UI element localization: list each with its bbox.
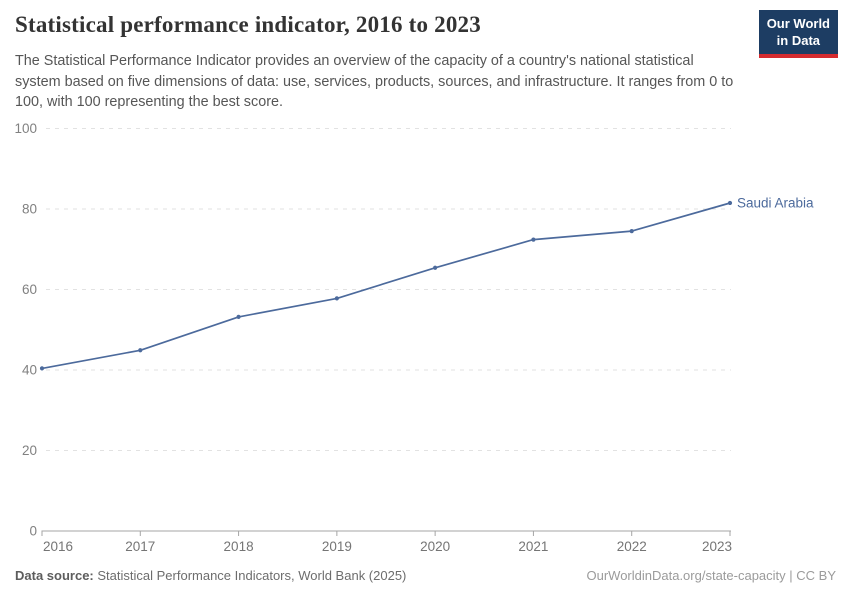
data-point: [629, 229, 634, 234]
x-tick-label: 2017: [125, 539, 155, 554]
x-tick-label: 2020: [420, 539, 450, 554]
logo-line-1: Our World: [766, 16, 830, 31]
data-source-value: Statistical Performance Indicators, Worl…: [97, 568, 407, 583]
y-tick-label: 0: [29, 524, 37, 539]
series-end-label: Saudi Arabia: [737, 195, 814, 210]
owid-logo: Our World in Data: [758, 10, 838, 58]
y-tick-label: 40: [22, 363, 37, 378]
chart-footer: Data source: Statistical Performance Ind…: [15, 568, 836, 583]
chart-subtitle: The Statistical Performance Indicator pr…: [15, 53, 734, 111]
data-source: Data source: Statistical Performance Ind…: [15, 568, 406, 583]
x-tick-label: 2022: [617, 539, 647, 554]
data-point: [39, 366, 45, 371]
data-point: [433, 265, 438, 270]
x-tick-label: 2023: [702, 539, 732, 554]
credit-text: OurWorldinData.org/state-capacity | CC B…: [586, 568, 836, 583]
data-source-label: Data source:: [15, 568, 94, 583]
chart-title: Statistical performance indicator, 2016 …: [15, 12, 481, 37]
y-tick-label: 100: [14, 121, 37, 136]
x-tick-label: 2018: [224, 539, 254, 554]
x-tick-label: 2021: [518, 539, 548, 554]
y-tick-label: 60: [22, 282, 37, 297]
data-point: [727, 200, 733, 206]
data-point: [138, 348, 143, 353]
x-tick-label: 2016: [43, 539, 73, 554]
logo-line-2: in Data: [776, 32, 821, 48]
data-line: [41, 202, 731, 370]
y-tick-label: 80: [22, 202, 37, 217]
data-point: [334, 296, 339, 301]
x-tick-label: 2019: [322, 539, 352, 554]
y-tick-label: 20: [22, 443, 37, 458]
data-point: [236, 314, 241, 319]
data-point: [531, 237, 536, 242]
